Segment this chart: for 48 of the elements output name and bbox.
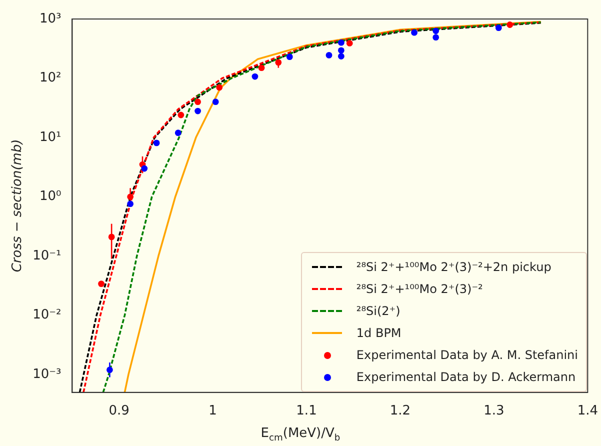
point: [216, 84, 223, 91]
y-axis-title: Cross − section(mb): [10, 139, 26, 272]
point: [141, 165, 148, 172]
point: [194, 98, 201, 106]
point: [338, 39, 344, 46]
point: [432, 34, 440, 41]
y-tick-label: 10⁰: [39, 189, 62, 204]
x-tick-label: 1.2: [390, 404, 411, 419]
point: [286, 54, 293, 60]
x-axis-title: E$_{cm}$(MeV)/V$_{b}$: [260, 426, 342, 444]
y-tick-label: 10³: [39, 11, 62, 26]
legend-label: Experimental Data by D. Ackermann: [356, 370, 576, 384]
point: [432, 28, 440, 34]
y-tick-label: 10²: [39, 70, 62, 86]
y-tick-label: 10⁻³: [32, 366, 62, 382]
point: [338, 53, 344, 60]
point: [252, 73, 258, 80]
point: [127, 200, 134, 208]
point: [411, 29, 418, 36]
legend-label: 1d BPM: [356, 326, 402, 340]
legend-label: ²⁸Si(2⁺): [356, 304, 400, 318]
point: [127, 194, 134, 200]
point: [275, 59, 282, 66]
legend-label: Experimental Data by A. M. Stefanini: [356, 348, 578, 362]
point: [194, 108, 201, 114]
point: [506, 22, 514, 28]
point: [258, 64, 265, 72]
y-tick-label: 10⁻¹: [32, 248, 62, 264]
x-tick-label: 1.3: [484, 404, 504, 419]
point: [98, 280, 104, 288]
x-tick-label: 1: [208, 404, 217, 419]
point: [338, 47, 344, 54]
point: [178, 112, 184, 118]
point: [108, 234, 115, 240]
legend-label: ²⁸Si 2⁺+¹⁰⁰Mo 2⁺(3)⁻²: [356, 282, 483, 296]
point: [326, 52, 332, 58]
x-tick-label: 0.9: [108, 404, 130, 419]
point: [346, 40, 353, 46]
legend-label: ²⁸Si 2⁺+¹⁰⁰Mo 2⁺(3)⁻²+2n pickup: [356, 260, 552, 274]
x-tick-label: 1.1: [296, 404, 317, 419]
point: [153, 140, 160, 146]
y-tick-label: 10⁻²: [32, 308, 62, 323]
x-tick-label: 1.4: [577, 404, 598, 419]
y-tick-label: 10¹: [39, 130, 62, 145]
point: [174, 130, 182, 136]
point: [106, 366, 113, 374]
point: [212, 98, 219, 106]
point: [495, 24, 502, 32]
